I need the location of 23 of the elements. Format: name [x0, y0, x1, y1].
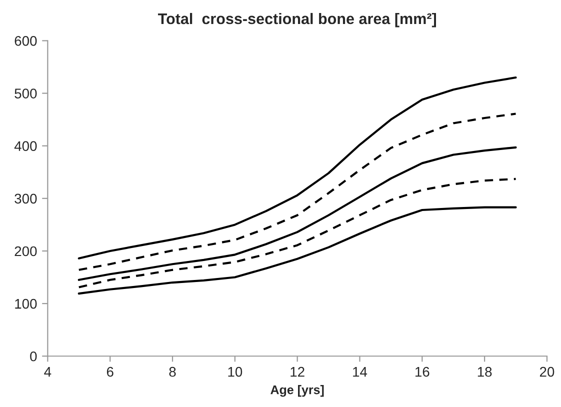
y-tick-label: 0 [30, 351, 37, 362]
line-series [78, 76, 517, 260]
y-tick-label: 400 [14, 141, 37, 152]
x-tick-label: 8 [169, 366, 176, 377]
x-tick-label: 12 [290, 366, 304, 377]
y-tick-label: 600 [14, 36, 37, 46]
x-tick-label: 4 [44, 367, 52, 377]
y-tick-label: 500 [14, 88, 37, 98]
line-series [78, 112, 517, 271]
chart-title: Total cross-sectional bone area [mm²] [158, 12, 436, 28]
y-tick-label: 100 [15, 298, 37, 309]
line-series [78, 206, 517, 295]
x-tick-label: 16 [415, 366, 430, 377]
x-tick-label: 10 [228, 366, 242, 377]
x-axis-title: Age [yrs] [270, 385, 324, 397]
y-tick-label: 300 [14, 194, 37, 204]
line-series [78, 146, 517, 281]
x-tick-label: 20 [540, 366, 554, 377]
x-tick-label: 14 [353, 367, 368, 377]
x-tick-label: 6 [106, 366, 114, 377]
line-series [78, 178, 517, 288]
x-tick-label: 18 [478, 366, 492, 377]
y-tick-label: 200 [14, 246, 37, 256]
